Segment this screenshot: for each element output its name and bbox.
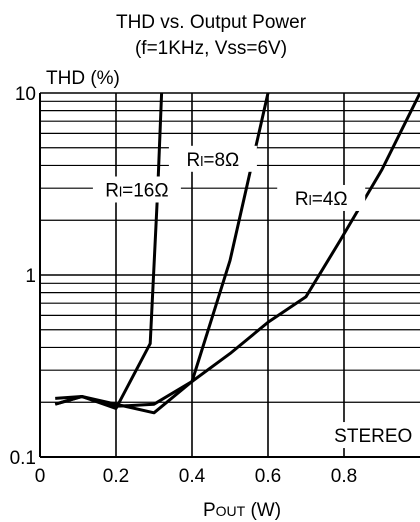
- x-tick-label: 0.4: [179, 466, 206, 487]
- y-tick-label: 0.1: [10, 448, 36, 469]
- x-tick-label: 0: [35, 466, 46, 487]
- series-line-3: [54, 92, 420, 415]
- stereo-label-bg: [322, 422, 415, 449]
- series-label-1: Rl=16Ω: [105, 180, 168, 201]
- series-label-2: Rl=8Ω: [187, 150, 240, 171]
- series-label-3: Rl=4Ω: [295, 189, 348, 210]
- series-labels: Rl=16Ω Rl=8Ω Rl=4Ω STEREO: [92, 145, 415, 449]
- series-line-1: [55, 92, 164, 410]
- x-tick-label: 0.8: [331, 466, 357, 487]
- x-axis-label: POUT (W): [203, 500, 281, 521]
- x-tick-label: 0.2: [103, 466, 129, 487]
- series-line-2: [54, 92, 270, 408]
- y-tick-label: 10: [15, 84, 36, 105]
- series-label-bg: [92, 176, 181, 203]
- x-tick-label: 0.6: [255, 466, 281, 487]
- y-tick-label: 1: [25, 266, 36, 287]
- series-group: [54, 92, 420, 415]
- chart-subtitle: (f=1KHz, Vss=6V): [135, 38, 287, 59]
- tick-labels: 0 0.2 0.4 0.6 0.8 10 1 0.1: [10, 84, 358, 487]
- series-label-bg: [168, 145, 257, 172]
- axes: [39, 93, 420, 458]
- chart-title: THD vs. Output Power: [116, 12, 307, 33]
- stereo-annotation: STEREO: [334, 426, 412, 447]
- series-label-bg: [277, 184, 366, 211]
- y-axis-label: THD (%): [46, 68, 120, 89]
